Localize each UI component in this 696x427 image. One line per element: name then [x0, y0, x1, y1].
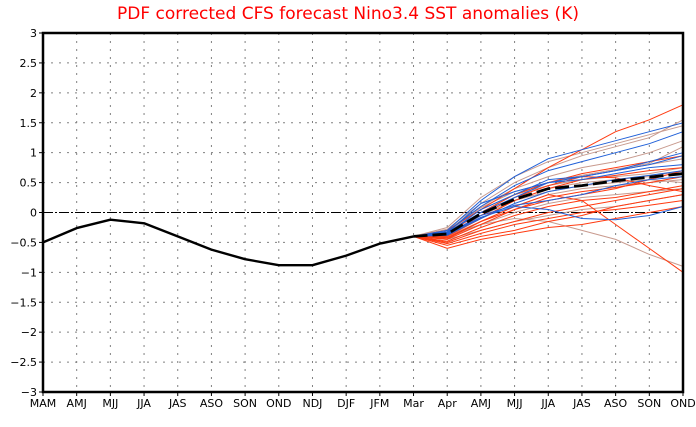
x-tick-label: JAS	[572, 397, 591, 410]
ensemble-member-line	[413, 176, 684, 240]
observed-line	[42, 218, 414, 267]
y-tick-label: 3	[30, 27, 37, 40]
y-tick-label: −2.5	[10, 356, 37, 369]
ensemble-member-line	[413, 194, 684, 273]
axes	[39, 31, 685, 396]
x-tick-label: MJJ	[507, 397, 523, 410]
x-tick-label: DJF	[337, 397, 355, 410]
ensemble-member-line	[413, 206, 684, 249]
x-tick-label: OND	[670, 397, 695, 410]
chart-title: PDF corrected CFS forecast Nino3.4 SST a…	[117, 4, 579, 24]
ensemble-member-line	[413, 125, 684, 237]
x-tick-label: AMJ	[67, 397, 87, 410]
main-lines	[42, 172, 684, 267]
ensemble-member-line	[413, 170, 684, 237]
ensemble-member-line	[413, 194, 684, 246]
y-tick-label: 0	[30, 207, 37, 220]
x-tick-label: SON	[637, 397, 661, 410]
ensemble-member-line	[413, 155, 684, 237]
x-tick-label: JJA	[136, 397, 151, 410]
ensemble-member-line	[413, 122, 684, 237]
y-tick-labels: −3 −2.5 −2 −1.5 −1 −0.5 0 0.5 1 1.5 2 2.5 3	[10, 27, 37, 399]
y-tick-label: −2	[21, 326, 37, 339]
x-tick-label: Apr	[438, 397, 458, 410]
x-tick-label: JAS	[168, 397, 187, 410]
y-tick-label: −1	[21, 266, 37, 279]
x-tick-label: JJA	[540, 397, 555, 410]
y-tick-label: −1.5	[10, 296, 37, 309]
y-tick-label: −3	[21, 386, 37, 399]
ensemble-member-line	[413, 185, 684, 242]
x-tick-label: OND	[266, 397, 291, 410]
x-tick-label: SON	[233, 397, 257, 410]
x-tick-label: MJJ	[102, 397, 118, 410]
y-tick-label: 1.5	[20, 117, 38, 130]
grid	[43, 33, 683, 392]
x-tick-label: AMJ	[471, 397, 491, 410]
x-tick-label: JFM	[369, 397, 389, 410]
y-tick-label: 0.5	[20, 177, 38, 190]
x-tick-label: MAM	[30, 397, 57, 410]
x-tick-label: Mar	[403, 397, 424, 410]
ensemble-member-line	[413, 200, 684, 245]
x-tick-label: ASO	[604, 397, 628, 410]
y-tick-label: 2.5	[20, 57, 38, 70]
x-tick-label: NDJ	[302, 397, 322, 410]
y-tick-label: 1	[30, 147, 37, 160]
y-tick-label: −0.5	[10, 236, 37, 249]
ensemble-mean-line	[413, 172, 684, 238]
x-tick-label: ASO	[200, 397, 224, 410]
x-tick-labels: MAM AMJ MJJ JJA JAS ASO SON OND NDJ DJF JFM Mar Apr A…	[30, 397, 696, 410]
y-tick-label: 2	[30, 87, 37, 100]
ensemble-members	[413, 104, 684, 273]
ensemble-member-line	[413, 188, 684, 243]
